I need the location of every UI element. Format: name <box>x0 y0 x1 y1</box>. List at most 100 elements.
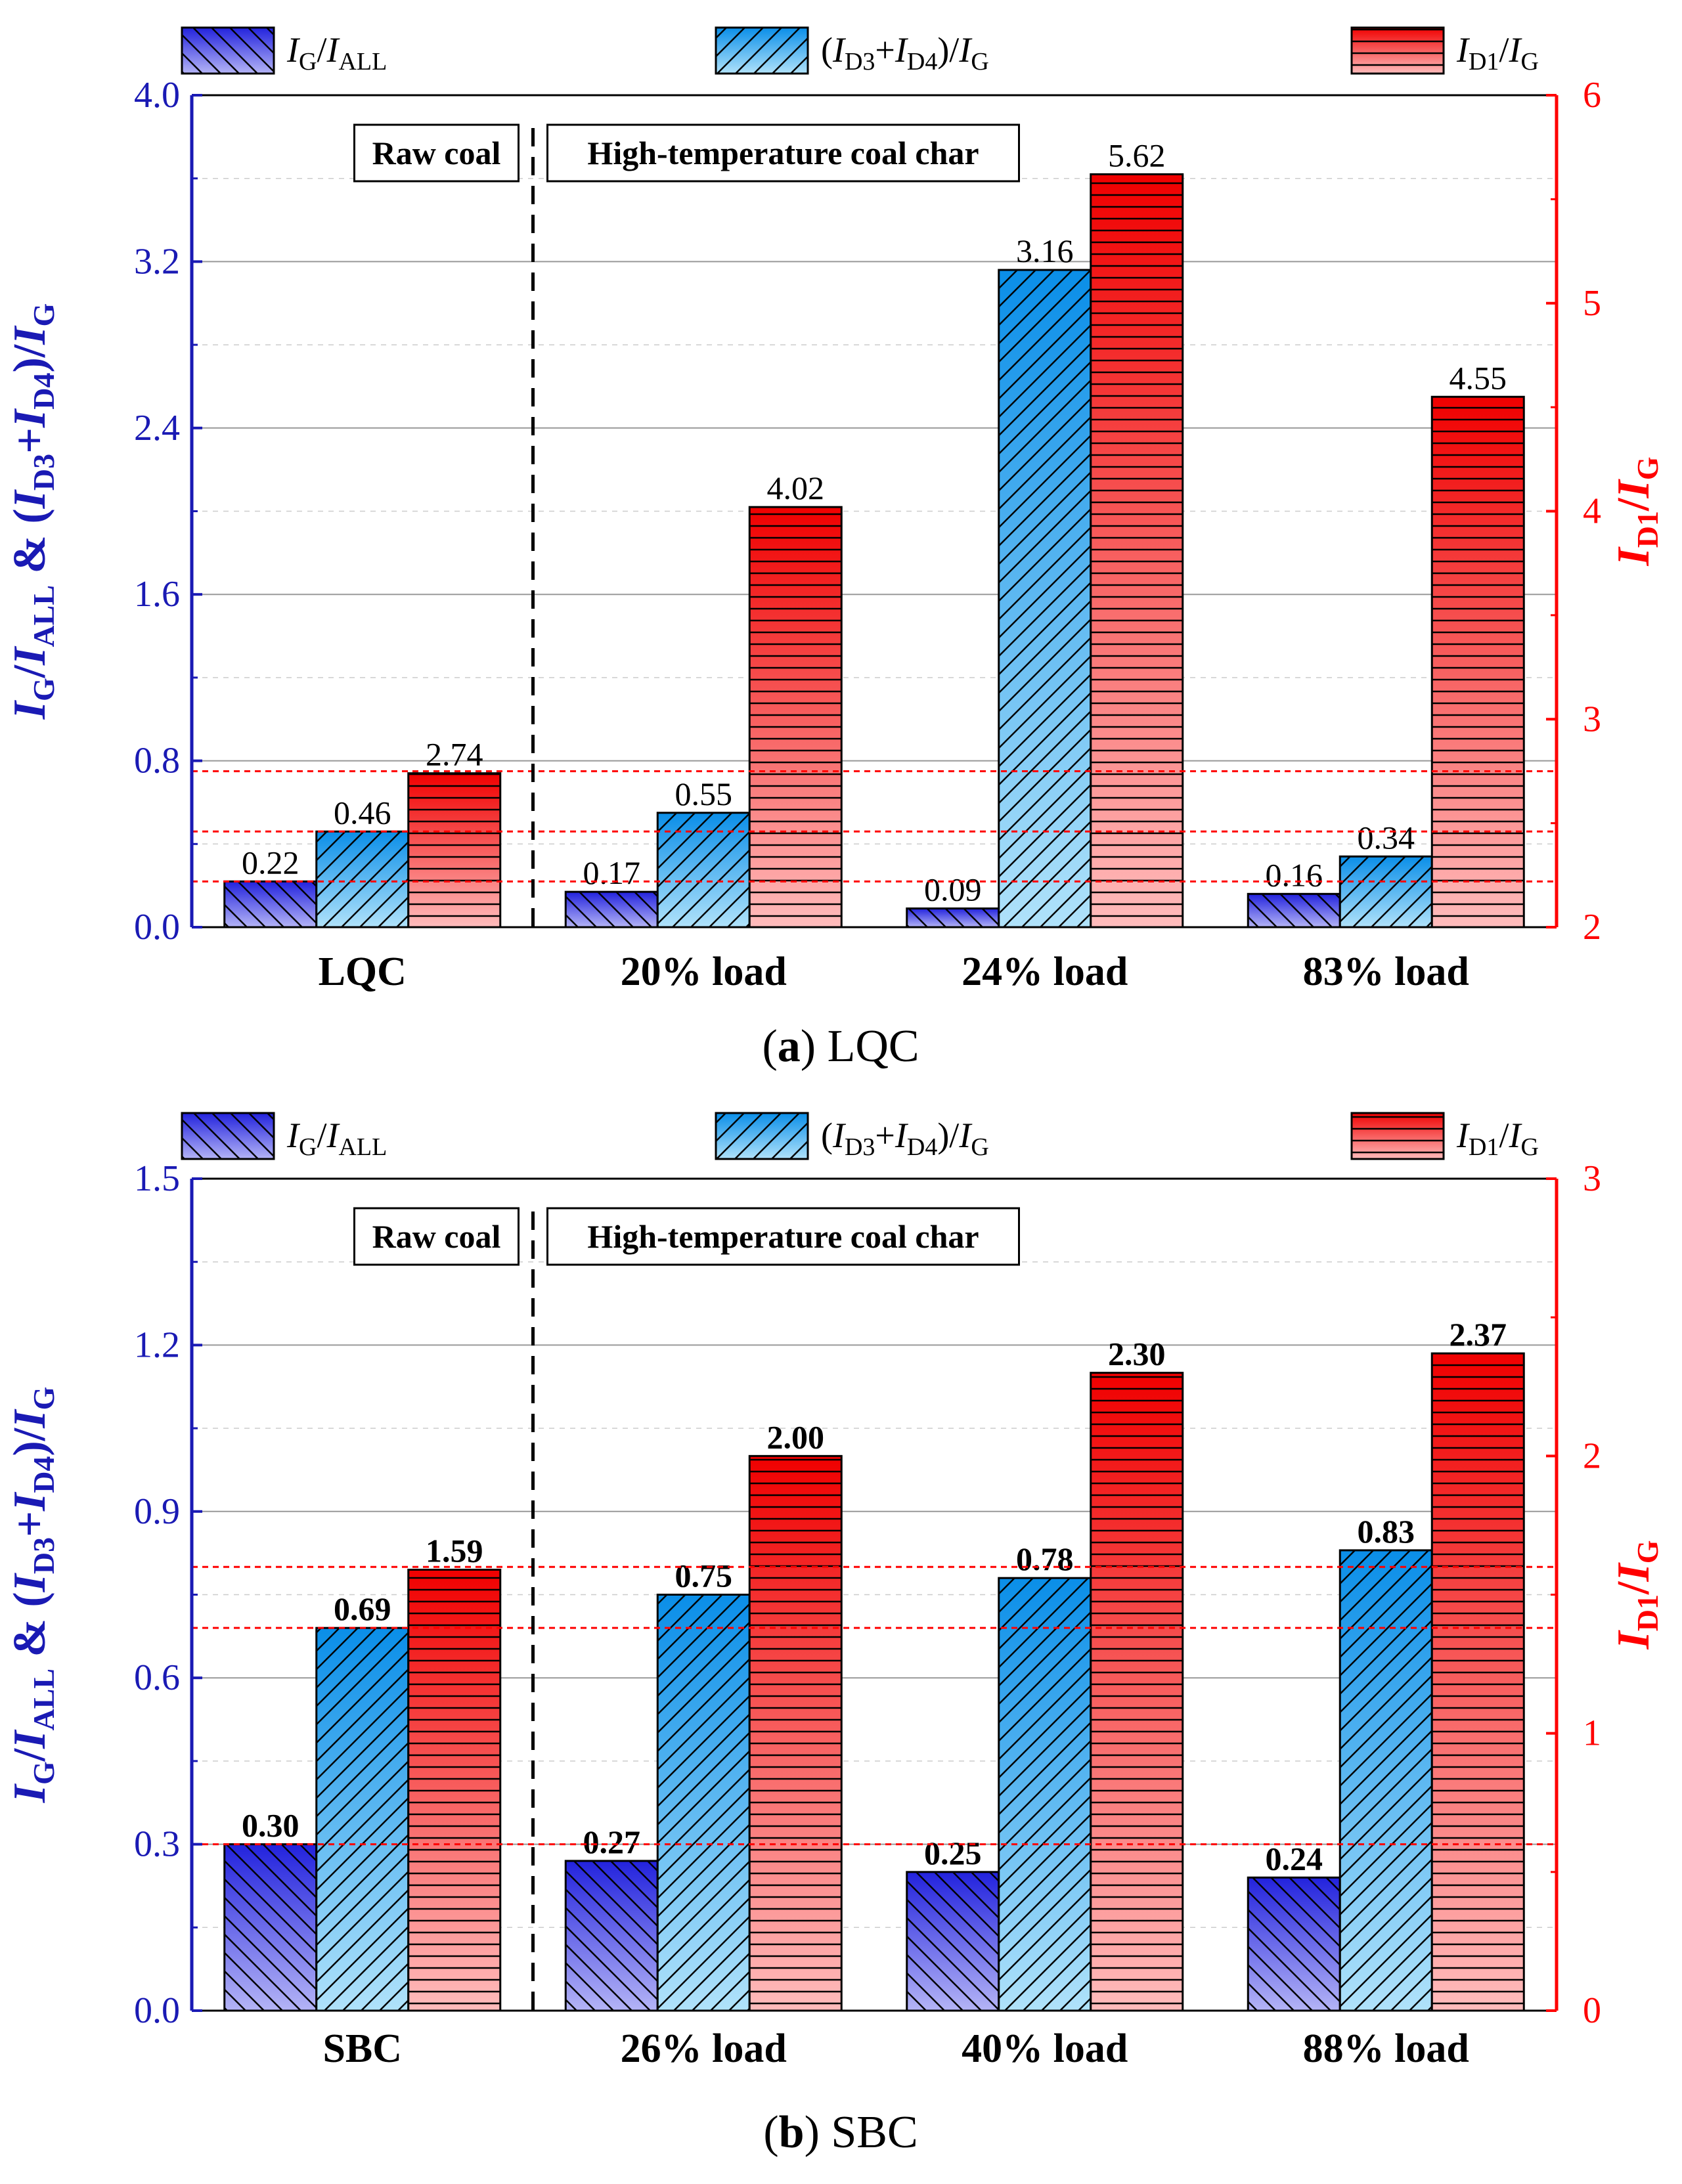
right-tick-label: 0 <box>1583 1990 1601 2031</box>
right-tick-label: 1 <box>1583 1713 1601 1754</box>
data-label: 2.74 <box>426 736 483 773</box>
legend-swatch-hatch <box>181 1112 275 1160</box>
bar-hatch-d1-ratio-1 <box>748 506 843 928</box>
bar-hatch-d1-ratio-0 <box>407 1568 502 2012</box>
left-tick-label: 0.8 <box>134 741 180 781</box>
right-tick-label: 2 <box>1583 1435 1601 1476</box>
legend-swatch-hatch <box>181 26 275 75</box>
data-label: 0.17 <box>583 854 641 891</box>
left-tick-label: 1.2 <box>134 1324 180 1365</box>
data-label: 0.46 <box>334 794 391 831</box>
data-label: 0.69 <box>334 1590 391 1627</box>
raw-coal-label: Raw coal <box>372 135 501 171</box>
panel-caption: (a) LQC <box>762 1021 919 1072</box>
bar-hatch-d3d4-ratio-1 <box>656 1594 751 2012</box>
right-tick-label: 3 <box>1583 699 1601 739</box>
left-tick-label: 0.3 <box>134 1824 180 1865</box>
chart-panel-b: 0.30 0.27 0.25 0.240.690.75 0.780.831.592.00… <box>5 1112 1664 2158</box>
data-label: 5.62 <box>1108 137 1166 173</box>
data-label: 1.59 <box>426 1532 483 1569</box>
data-label: 0.22 <box>242 844 299 881</box>
right-axis-title: ID1/IG <box>1608 457 1664 567</box>
legend-swatch-hatch <box>715 26 809 75</box>
bar-hatch-d3d4-ratio-2 <box>998 269 1092 928</box>
right-axis-title: ID1/IG <box>1608 1540 1664 1650</box>
bar-hatch-d1-ratio-0 <box>407 772 502 928</box>
left-tick-label: 0.0 <box>134 907 180 948</box>
panel-caption: (b) SBC <box>763 2107 918 2158</box>
bar-hatch-d3d4-ratio-0 <box>315 830 410 928</box>
data-label: 4.02 <box>767 470 825 506</box>
bar-hatch-ig-ratio-3 <box>1247 892 1341 928</box>
left-tick-label: 4.0 <box>134 75 180 116</box>
coal-char-label: High-temperature coal char <box>587 135 979 171</box>
data-label: 0.78 <box>1016 1540 1074 1577</box>
data-label: 0.25 <box>924 1835 982 1871</box>
raw-coal-box <box>353 1207 520 1266</box>
left-tick-label: 3.2 <box>134 241 180 282</box>
left-tick-label: 0.6 <box>134 1657 180 1698</box>
category-label: 88% load <box>1303 2026 1469 2071</box>
category-label: LQC <box>319 950 407 994</box>
category-label: 26% load <box>621 2026 787 2071</box>
left-tick-label: 1.5 <box>134 1158 180 1199</box>
category-label: 83% load <box>1303 950 1469 994</box>
category-label: 40% load <box>962 2026 1128 2071</box>
legend-label-d3d4-ratio: (ID3+ID4)/IG <box>821 1116 989 1161</box>
legend-label-ig-ratio: IG/IALL <box>286 1116 387 1161</box>
right-tick-label: 5 <box>1583 283 1601 324</box>
legend-swatch-hatch <box>1350 26 1445 75</box>
data-label: 3.16 <box>1016 232 1074 269</box>
bar-hatch-d1-ratio-3 <box>1430 1352 1525 2012</box>
data-label: 0.83 <box>1358 1513 1415 1550</box>
bar-hatch-ig-ratio-1 <box>564 1860 659 2012</box>
legend-label-d1-ratio: ID1/IG <box>1456 1116 1539 1161</box>
coal-char-box <box>546 1207 1020 1266</box>
data-label: 0.16 <box>1266 856 1323 893</box>
data-label: 2.30 <box>1108 1336 1166 1372</box>
right-tick-label: 6 <box>1583 75 1601 116</box>
bar-hatch-ig-ratio-2 <box>906 907 1000 928</box>
bar-hatch-ig-ratio-0 <box>223 1843 318 2012</box>
left-tick-label: 0.9 <box>134 1491 180 1532</box>
coal-char-box <box>546 123 1020 183</box>
bar-hatch-d1-ratio-2 <box>1090 173 1184 928</box>
right-tick-label: 4 <box>1583 491 1601 532</box>
bar-hatch-ig-ratio-3 <box>1247 1876 1341 2012</box>
legend-swatch-hatch <box>715 1112 809 1160</box>
data-label: 0.55 <box>675 775 733 812</box>
bar-hatch-d1-ratio-2 <box>1090 1372 1184 2012</box>
left-tick-label: 1.6 <box>134 574 180 615</box>
data-label: 0.34 <box>1358 819 1415 856</box>
left-tick-label: 2.4 <box>134 408 180 448</box>
data-label: 0.24 <box>1266 1840 1323 1877</box>
bar-hatch-d3d4-ratio-1 <box>656 812 751 928</box>
bar-hatch-d1-ratio-1 <box>748 1454 843 2012</box>
bar-hatch-d3d4-ratio-3 <box>1339 855 1433 928</box>
coal-char-label: High-temperature coal char <box>587 1218 979 1255</box>
data-label: 2.00 <box>767 1418 825 1455</box>
left-axis-title: IG/IALL & (ID3+ID4)/IG <box>5 1387 60 1804</box>
data-label: 0.27 <box>583 1824 641 1860</box>
legend-label-ig-ratio: IG/IALL <box>286 30 387 76</box>
legend-label-d1-ratio: ID1/IG <box>1456 30 1539 76</box>
bar-hatch-ig-ratio-1 <box>564 890 659 928</box>
left-tick-label: 0.0 <box>134 1990 180 2031</box>
bar-hatch-d3d4-ratio-2 <box>998 1577 1092 2012</box>
data-label: 4.55 <box>1450 359 1507 396</box>
legend-swatch-hatch <box>1350 1112 1445 1160</box>
data-label: 0.75 <box>675 1558 733 1594</box>
raw-coal-box <box>353 123 520 183</box>
bar-hatch-ig-ratio-2 <box>906 1871 1000 2012</box>
left-axis-title: IG/IALL & (ID3+ID4)/IG <box>5 303 60 720</box>
bar-hatch-d3d4-ratio-3 <box>1339 1549 1433 2012</box>
data-label: 0.30 <box>242 1807 299 1844</box>
category-label: 20% load <box>621 950 787 994</box>
bar-hatch-d1-ratio-3 <box>1430 395 1525 928</box>
legend-label-d3d4-ratio: (ID3+ID4)/IG <box>821 30 989 76</box>
category-label: 24% load <box>962 950 1128 994</box>
data-label: 2.37 <box>1450 1316 1507 1353</box>
bar-hatch-ig-ratio-0 <box>223 880 318 928</box>
category-label: SBC <box>322 2026 402 2071</box>
